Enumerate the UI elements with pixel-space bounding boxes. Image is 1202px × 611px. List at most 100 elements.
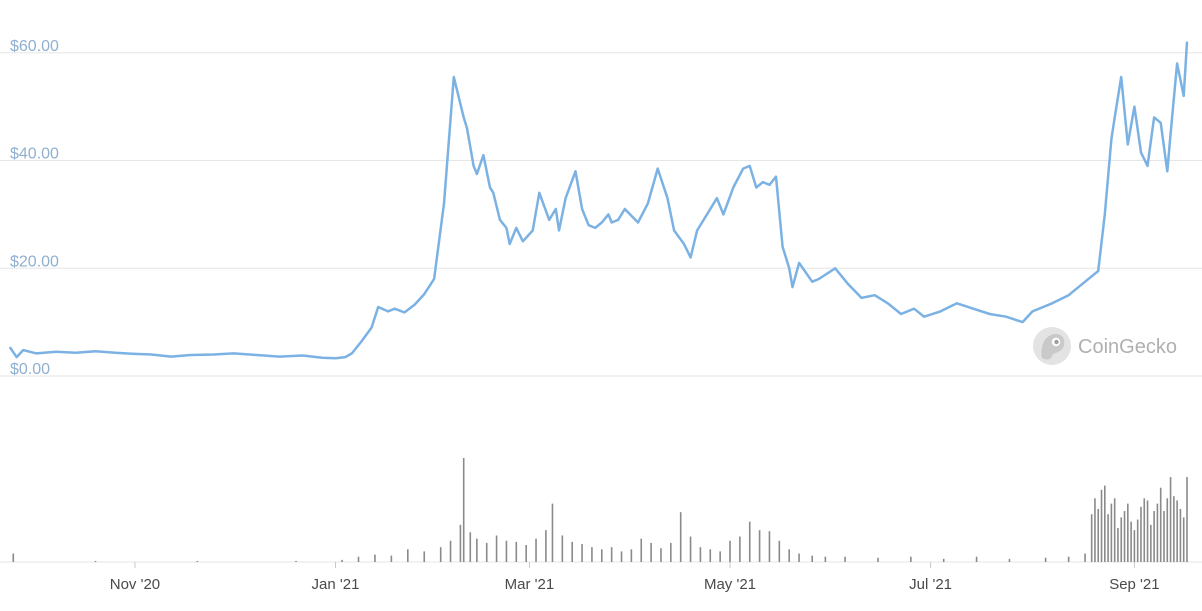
x-tick-label: Mar '21 — [505, 576, 555, 593]
price-point — [887, 302, 889, 305]
volume-bar — [1067, 556, 1070, 562]
volume-bar — [679, 512, 682, 562]
volume-bar — [12, 553, 15, 562]
price-point — [278, 355, 281, 358]
price-point — [22, 349, 24, 351]
price-point — [413, 304, 416, 306]
volume-bar — [545, 530, 547, 562]
volume-bar — [439, 547, 442, 562]
volume-bar — [1130, 521, 1132, 562]
price-point — [860, 297, 863, 299]
volume-bar — [1113, 498, 1116, 562]
y-tick-label: $20.00 — [10, 253, 59, 270]
price-point — [768, 183, 771, 186]
price-point — [554, 208, 557, 210]
volume-bar — [600, 549, 603, 562]
volume-bar — [1153, 511, 1155, 562]
price-point — [150, 353, 153, 356]
volume-bar — [476, 538, 478, 562]
price-point — [696, 229, 698, 232]
price-point — [476, 173, 478, 175]
volume-bar — [1173, 496, 1175, 562]
volume-bar — [699, 547, 702, 562]
price-point — [443, 202, 445, 205]
volume-bar — [390, 555, 393, 562]
price-point — [755, 186, 758, 189]
volume-bar — [778, 540, 781, 562]
volume-bar — [1143, 498, 1146, 562]
volume-bar — [515, 541, 518, 562]
volume-bar — [1097, 508, 1100, 562]
volume-bar — [1169, 477, 1172, 562]
price-point — [351, 352, 353, 355]
price-point — [499, 218, 501, 221]
price-point — [170, 355, 172, 358]
volume-bar — [620, 551, 623, 562]
price-point — [689, 256, 692, 259]
price-point — [1097, 270, 1100, 272]
volume-bar — [824, 556, 827, 562]
volume-bar — [758, 530, 761, 562]
volume-bar — [1182, 517, 1185, 562]
price-point — [15, 356, 18, 358]
price-point — [344, 356, 347, 358]
volume-bar — [1090, 514, 1093, 562]
x-tick-label: Jul '21 — [909, 576, 952, 593]
volume-bar — [1156, 503, 1159, 562]
volume-bar — [1008, 558, 1011, 562]
price-point — [403, 311, 406, 314]
price-point — [466, 127, 468, 129]
price-point — [923, 315, 925, 318]
price-point — [666, 197, 669, 200]
price-point — [360, 340, 363, 342]
price-point — [564, 197, 567, 200]
price-point — [74, 352, 77, 354]
price-point — [1021, 321, 1024, 323]
volume-bar — [1104, 485, 1106, 562]
price-point — [548, 218, 550, 221]
price-point — [55, 350, 57, 353]
volume-bar — [495, 535, 498, 562]
volume-bar — [877, 557, 879, 562]
price-point — [748, 165, 751, 167]
price-point — [594, 227, 597, 229]
price-point — [423, 293, 426, 295]
price-point — [873, 294, 876, 296]
volume-bar — [670, 542, 672, 562]
volume-bar — [640, 538, 643, 562]
volume-bar — [341, 559, 343, 562]
price-point — [489, 186, 491, 189]
price-point — [610, 221, 613, 224]
y-axis-labels: $0.00 $20.00 $40.00 $60.00 — [10, 38, 59, 378]
price-point — [587, 224, 590, 226]
y-tick-label: $60.00 — [10, 38, 59, 55]
volume-bar — [650, 542, 652, 562]
volume-bar — [469, 532, 472, 562]
volume-bar — [591, 547, 593, 562]
price-point — [522, 240, 524, 243]
price-point — [492, 192, 495, 194]
price-point — [453, 76, 455, 78]
volume-bar — [844, 556, 846, 562]
volume-bar — [1133, 530, 1136, 562]
price-point — [1031, 310, 1034, 313]
price-point — [716, 197, 718, 200]
price-point — [558, 229, 560, 232]
price-point — [988, 313, 991, 315]
volume-bar — [1117, 528, 1119, 562]
price-point — [637, 221, 639, 224]
gecko-logo-icon — [1033, 327, 1071, 365]
volume-bar — [196, 560, 199, 562]
volume-bar — [1107, 514, 1109, 562]
price-point — [35, 352, 38, 355]
price-point — [232, 352, 235, 355]
price-point — [617, 218, 620, 221]
volume-bar — [571, 541, 573, 562]
grid-layer — [0, 52, 1202, 563]
volume-bar — [462, 458, 465, 562]
volume-bar — [1166, 498, 1169, 562]
volume-bar — [459, 524, 462, 562]
volume-bar — [768, 531, 771, 562]
volume-bar — [1120, 517, 1123, 562]
